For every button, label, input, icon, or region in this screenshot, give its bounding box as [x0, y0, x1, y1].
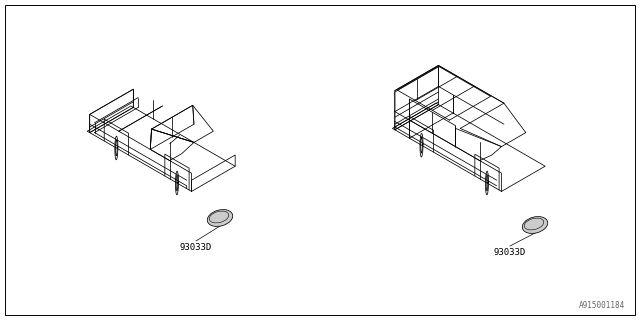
Ellipse shape: [522, 217, 548, 233]
Text: 93033D: 93033D: [180, 243, 212, 252]
Text: 93033D: 93033D: [494, 248, 526, 257]
Text: A915001184: A915001184: [579, 301, 625, 310]
Ellipse shape: [207, 210, 233, 227]
